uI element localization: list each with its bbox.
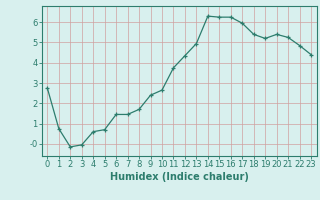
X-axis label: Humidex (Indice chaleur): Humidex (Indice chaleur) xyxy=(110,172,249,182)
